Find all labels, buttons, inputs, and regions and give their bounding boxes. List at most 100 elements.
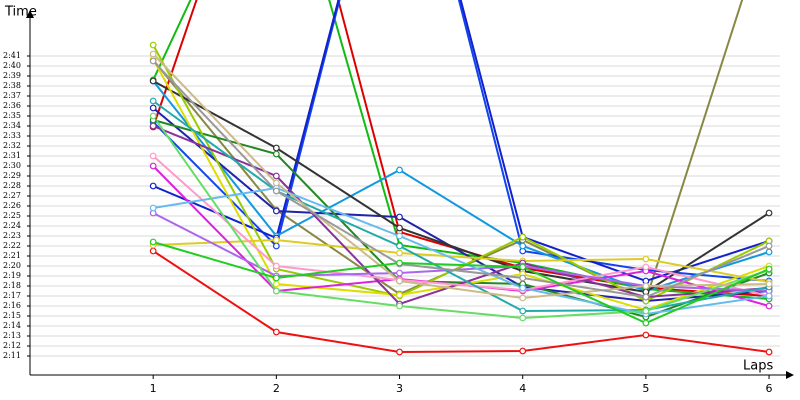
y-tick-label: 2:20 [3, 261, 21, 270]
y-tick-label: 2:12 [3, 341, 21, 350]
data-point [519, 284, 527, 292]
y-tick-label: 2:33 [3, 131, 21, 140]
data-point [396, 277, 403, 285]
data-point [396, 249, 403, 257]
data-point [396, 302, 403, 310]
y-tick-label: 2:14 [3, 321, 21, 330]
data-point [272, 280, 280, 288]
y-tick-label: 2:27 [3, 191, 21, 200]
data-point [765, 280, 773, 288]
data-point [272, 150, 280, 158]
series-line [152, 0, 770, 283]
series-line [152, 212, 770, 292]
y-tick-label: 2:32 [3, 141, 21, 150]
data-point [642, 282, 650, 290]
data-point [396, 259, 403, 267]
data-point [396, 269, 403, 277]
data-point [149, 41, 157, 49]
data-point [519, 307, 527, 315]
data-point [519, 242, 527, 250]
y-tick-label: 2:11 [3, 351, 21, 360]
series-line [152, 241, 770, 325]
data-point [519, 294, 527, 302]
series-line [152, 80, 770, 294]
data-point [272, 179, 280, 187]
data-point [642, 255, 650, 263]
y-tick-label: 2:19 [3, 271, 21, 280]
y-axis-label: Time [4, 5, 37, 20]
x-tick-label: 3 [396, 382, 403, 395]
data-point [765, 265, 773, 273]
data-point [396, 242, 403, 250]
x-tick-label: 6 [766, 382, 773, 395]
data-point [519, 347, 527, 355]
data-point [149, 182, 157, 190]
y-tick-label: 2:17 [3, 291, 21, 300]
data-point [149, 122, 157, 130]
y-tick-label: 2:41 [3, 51, 21, 60]
data-point [272, 144, 280, 152]
data-point [396, 348, 403, 356]
data-point [272, 328, 280, 336]
x-tick-label: 4 [519, 382, 526, 395]
y-tick-label: 2:15 [3, 311, 21, 320]
data-point [272, 242, 280, 250]
data-point [272, 236, 280, 244]
grid [27, 55, 780, 379]
data-point [765, 248, 773, 256]
y-tick-label: 2:40 [3, 61, 21, 70]
series-line [152, 80, 770, 293]
data-point [519, 314, 527, 322]
series-line [152, 107, 770, 303]
plot-area [149, 0, 773, 356]
y-tick-label: 2:36 [3, 101, 21, 110]
data-point [149, 104, 157, 112]
data-point [272, 262, 280, 270]
y-tick-label: 2:24 [3, 221, 21, 230]
data-point [272, 207, 280, 215]
y-tick-label: 2:31 [3, 151, 21, 160]
series-line [152, 60, 770, 299]
y-tick-label: 2:37 [3, 91, 21, 100]
data-point [272, 172, 280, 180]
y-tick-label: 2:35 [3, 111, 21, 120]
data-point [765, 209, 773, 217]
data-point [396, 291, 403, 299]
x-axis-label: Laps [743, 359, 773, 374]
data-point [642, 319, 650, 327]
data-point [642, 263, 650, 271]
y-tick-label: 2:38 [3, 81, 21, 90]
data-point [272, 287, 280, 295]
series-line [152, 115, 770, 320]
data-point [149, 152, 157, 160]
x-tick-label: 1 [150, 382, 157, 395]
data-point [149, 204, 157, 212]
data-point [272, 187, 280, 195]
data-point [149, 97, 157, 105]
data-point [149, 247, 157, 255]
series-line [152, 100, 770, 313]
data-point [519, 263, 527, 271]
data-point [765, 302, 773, 310]
series-line [152, 44, 770, 303]
series-line [152, 250, 770, 354]
data-point [149, 238, 157, 246]
data-point [519, 233, 527, 241]
y-tick-label: 2:39 [3, 71, 21, 80]
data-point [765, 348, 773, 356]
x-tick-label: 2 [273, 382, 280, 395]
data-point [642, 307, 650, 315]
series-line [153, 186, 770, 316]
x-tick-label: 5 [642, 382, 649, 395]
y-tick-label: 2:22 [3, 241, 21, 250]
data-point [642, 293, 650, 301]
y-tick-label: 2:26 [3, 201, 21, 210]
series-line [152, 155, 770, 297]
series-line [152, 53, 770, 300]
data-point [396, 213, 403, 221]
data-point [642, 331, 650, 339]
data-point [396, 224, 403, 232]
y-tick-label: 2:23 [3, 231, 21, 240]
y-tick-label: 2:29 [3, 171, 21, 180]
data-point [149, 50, 157, 58]
